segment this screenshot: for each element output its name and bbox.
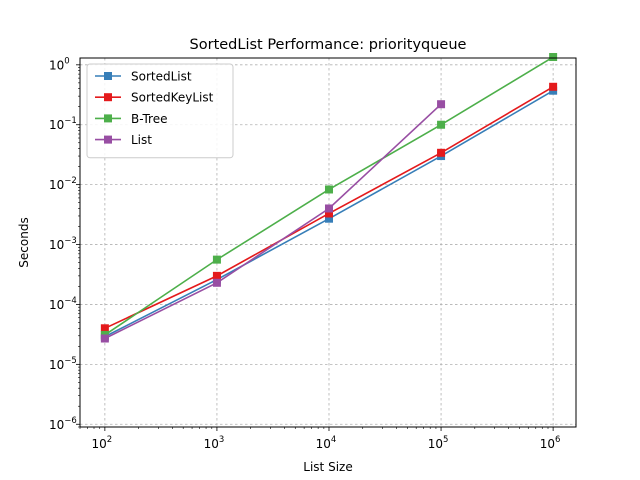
- x-axis-label: List Size: [303, 460, 352, 474]
- series-list: [100, 100, 446, 343]
- x-tick-label: 105: [428, 435, 449, 451]
- y-tick-label: 10−6: [49, 416, 77, 432]
- series-layer: [100, 53, 558, 343]
- data-point: [212, 255, 221, 264]
- data-point: [212, 278, 221, 287]
- legend-label: SortedList: [131, 70, 192, 84]
- legend-label: B-Tree: [131, 112, 167, 126]
- y-tick-label: 100: [49, 56, 70, 72]
- x-tick-label: 106: [540, 435, 561, 451]
- data-point: [437, 100, 446, 109]
- data-point: [100, 334, 109, 343]
- data-point: [212, 271, 221, 280]
- y-axis-label: Seconds: [17, 217, 31, 267]
- y-tick-label: 10−4: [49, 296, 77, 312]
- data-point: [549, 82, 558, 91]
- data-point: [437, 120, 446, 129]
- legend-box: [86, 63, 234, 159]
- legend-marker: [104, 114, 112, 123]
- x-tick-label: 103: [204, 435, 225, 451]
- legend-item: List: [95, 133, 152, 147]
- legend: SortedList SortedKeyList B-Tree List: [86, 63, 234, 159]
- x-tick-label: 102: [92, 435, 113, 451]
- data-point: [324, 204, 333, 213]
- legend-label: List: [131, 133, 152, 147]
- y-tick-label: 10−2: [49, 176, 77, 192]
- legend-item: SortedKeyList: [95, 91, 214, 105]
- plot-frame: [79, 57, 577, 428]
- series-line: [104, 103, 442, 340]
- data-point: [324, 214, 333, 223]
- data-point: [100, 324, 109, 333]
- y-tick-label: 10−1: [49, 116, 77, 132]
- data-point: [437, 148, 446, 157]
- series-sortedkeylist: [100, 82, 558, 333]
- chart-title: SortedList Performance: priorityqueue: [190, 37, 467, 53]
- data-point: [324, 209, 333, 218]
- legend-marker: [104, 93, 112, 102]
- legend-marker: [104, 135, 112, 144]
- legend-item: B-Tree: [95, 112, 167, 126]
- data-point: [549, 53, 558, 62]
- legend-marker: [104, 72, 112, 80]
- y-tick-label: 10−3: [49, 236, 77, 252]
- x-tick-label: 104: [316, 435, 337, 451]
- legend-label: SortedKeyList: [131, 91, 214, 105]
- axes-ticks: 102 103 104 105 106 10−6 10−5 10−4 10−3 10−2 10−1 1…: [49, 56, 560, 451]
- data-point: [324, 185, 333, 194]
- y-tick-label: 10−5: [49, 356, 77, 372]
- legend-item: SortedList: [95, 70, 192, 84]
